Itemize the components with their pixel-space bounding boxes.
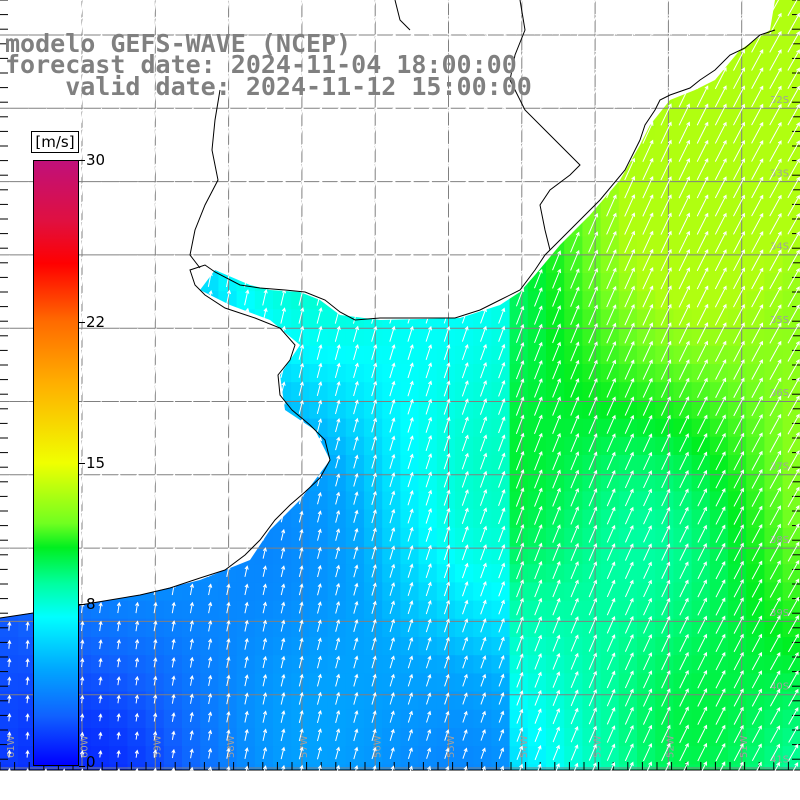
lon-label: 58W <box>226 735 237 758</box>
colorbar-tick <box>79 766 85 767</box>
lon-label: 54W <box>519 735 530 758</box>
lat-label: 32S <box>770 95 789 106</box>
lon-label: 60W <box>79 735 90 758</box>
lon-label: 61W <box>6 735 17 758</box>
lat-label: 37S <box>770 462 789 473</box>
colorbar-tick <box>79 604 85 606</box>
colorbar-tick <box>79 321 85 323</box>
land-area <box>0 0 775 618</box>
lon-label: 57W <box>299 735 310 758</box>
colorbar-tick <box>79 463 85 464</box>
lat-label: 39S <box>770 608 789 619</box>
lon-label: 51W <box>739 735 750 758</box>
lat-label: 36S <box>770 388 789 399</box>
colorbar-unit: [m/s] <box>31 131 79 153</box>
lat-label: 40S <box>770 681 789 692</box>
lat-label: 41S <box>770 755 789 766</box>
wind-vectors <box>7 0 800 798</box>
colorbar-tick-label: 22 <box>86 312 106 331</box>
colorbar-tick <box>79 160 85 161</box>
colorbar-tick-label: 30 <box>86 151 106 169</box>
lat-label: 33S <box>770 168 789 179</box>
lon-label: 59W <box>153 735 164 758</box>
model-title: modelo GEFS-WAVE (NCEP) <box>5 29 352 58</box>
lat-label: 34S <box>770 242 789 253</box>
lon-label: 52W <box>666 735 677 758</box>
colorbar-tick-label: 15 <box>86 454 106 472</box>
coastline <box>0 0 776 619</box>
border-path <box>189 0 581 269</box>
land-polygon <box>0 0 775 618</box>
lat-label: 38S <box>770 535 789 546</box>
colorbar-tick-label: 0 <box>86 753 96 771</box>
coastline-path <box>0 29 776 619</box>
lon-label: 53W <box>592 735 603 758</box>
lon-label: 56W <box>373 735 384 758</box>
forecast-date: forecast date: 2024-11-04 18:00:00 <box>5 50 517 79</box>
lat-label: 35S <box>770 315 789 326</box>
lon-label: 55W <box>446 735 457 758</box>
valid-date: valid date: 2024-11-12 15:00:00 <box>5 72 532 101</box>
colorbar <box>33 160 79 766</box>
colorbar-tick-label: 8 <box>86 595 96 614</box>
